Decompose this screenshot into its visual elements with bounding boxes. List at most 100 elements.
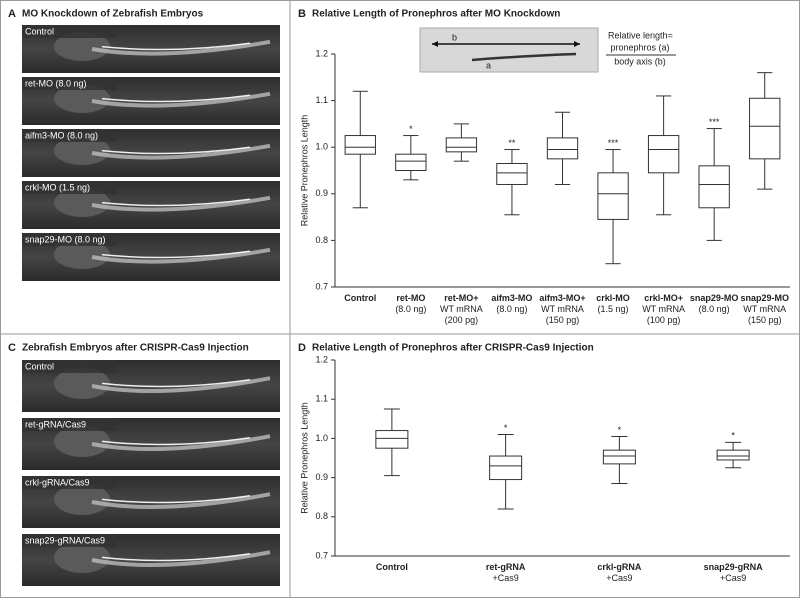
box bbox=[602, 449, 636, 465]
box bbox=[375, 430, 409, 449]
y-tick-label: 1.0 bbox=[315, 433, 328, 443]
embryo-head bbox=[54, 188, 110, 218]
embryo-body bbox=[91, 376, 271, 393]
label-bar bbox=[22, 418, 117, 431]
x-tick-line: ret-MO+ bbox=[444, 293, 478, 303]
embryo-body bbox=[91, 492, 271, 509]
box bbox=[647, 135, 680, 174]
pronephros bbox=[101, 94, 251, 103]
label-bar bbox=[22, 25, 117, 38]
embryo-head bbox=[54, 240, 110, 269]
box bbox=[698, 165, 730, 209]
embryo-head bbox=[54, 425, 110, 457]
label-bar bbox=[22, 233, 117, 246]
x-tick-label: snap29-MO (8.0 ng) bbox=[690, 293, 739, 314]
x-tick-label: crkl-MO (1.5 ng) bbox=[596, 293, 630, 314]
inset-label-b: b bbox=[452, 32, 457, 42]
significance: * bbox=[731, 431, 735, 441]
x-tick-line: +Cas9 bbox=[720, 573, 746, 583]
x-tick-line: (150 pg) bbox=[748, 315, 782, 325]
x-tick-line: snap29-MO bbox=[690, 293, 739, 303]
panel-letter: B bbox=[298, 8, 306, 20]
x-tick-line: (200 pg) bbox=[445, 315, 479, 325]
image-label: aifm3-MO (8.0 ng) bbox=[25, 130, 98, 140]
x-tick-line: +Cas9 bbox=[606, 573, 632, 583]
significance: * bbox=[504, 423, 508, 433]
significance: * bbox=[618, 425, 622, 435]
image-label: ret-gRNA/Cas9 bbox=[25, 419, 86, 429]
embryo-body bbox=[91, 247, 271, 264]
pronephros bbox=[101, 379, 251, 388]
x-tick-label: snap29-MO WT mRNA (150 pg) bbox=[740, 293, 789, 325]
y-tick-label: 0.7 bbox=[315, 550, 328, 560]
embryo-body bbox=[91, 434, 271, 451]
image-label: snap29-MO (8.0 ng) bbox=[25, 234, 106, 244]
formula-numerator: pronephros (a) bbox=[610, 42, 669, 52]
x-tick-label: aifm3-MO+ WT mRNA (150 pg) bbox=[539, 293, 585, 325]
embryo-body bbox=[91, 195, 271, 212]
box bbox=[749, 97, 781, 160]
x-tick-line: WT mRNA bbox=[743, 304, 786, 314]
x-tick-line: aifm3-MO bbox=[491, 293, 532, 303]
x-tick-line: WT mRNA bbox=[440, 304, 483, 314]
embryo-body bbox=[91, 143, 271, 160]
x-tick-label: aifm3-MO (8.0 ng) bbox=[491, 293, 532, 314]
y-tick-label: 0.9 bbox=[315, 472, 328, 482]
pronephros bbox=[101, 437, 251, 446]
y-tick-label: 0.9 bbox=[315, 188, 328, 198]
image-label: crkl-MO (1.5 ng) bbox=[25, 182, 90, 192]
embryo-body bbox=[91, 550, 271, 567]
significance: *** bbox=[608, 138, 619, 148]
y-tick-label: 1.1 bbox=[315, 394, 328, 404]
y-axis-label: Relative Pronephros Length bbox=[299, 402, 309, 514]
pronephros bbox=[101, 250, 251, 259]
box bbox=[395, 153, 427, 172]
x-tick-line: (150 pg) bbox=[546, 315, 580, 325]
x-tick-label: ret-gRNA +Cas9 bbox=[486, 562, 526, 583]
inset-image bbox=[419, 27, 599, 73]
label-bar bbox=[22, 77, 117, 90]
x-tick-label: ret-MO+ WT mRNA (200 pg) bbox=[440, 293, 483, 325]
box bbox=[546, 137, 579, 160]
embryo-head bbox=[54, 367, 110, 399]
x-tick-label: Control bbox=[376, 562, 408, 572]
box bbox=[597, 172, 629, 220]
embryo-head bbox=[54, 136, 110, 166]
box bbox=[489, 455, 523, 481]
x-tick-line: (8.0 ng) bbox=[699, 304, 730, 314]
pronephros bbox=[101, 198, 251, 207]
embryo-head bbox=[54, 541, 110, 574]
x-tick-line: (100 pg) bbox=[647, 315, 681, 325]
label-bar bbox=[22, 534, 117, 547]
x-tick-label: ret-MO (8.0 ng) bbox=[395, 293, 426, 314]
panel-title: Zebrafish Embryos after CRISPR-Cas9 Inje… bbox=[22, 343, 249, 354]
pronephros bbox=[101, 146, 251, 155]
x-tick-line: ret-gRNA bbox=[486, 562, 526, 572]
formula-denominator: body axis (b) bbox=[614, 56, 666, 66]
box bbox=[445, 137, 478, 153]
label-bar bbox=[22, 476, 117, 489]
image-label: ret-MO (8.0 ng) bbox=[25, 78, 87, 88]
x-tick-line: (8.0 ng) bbox=[496, 304, 527, 314]
y-tick-label: 1.2 bbox=[315, 354, 328, 364]
image-label: Control bbox=[25, 361, 54, 371]
panel-letter: A bbox=[8, 8, 16, 20]
significance: ** bbox=[508, 138, 516, 148]
x-tick-line: crkl-MO+ bbox=[644, 293, 683, 303]
x-tick-line: (8.0 ng) bbox=[395, 304, 426, 314]
x-tick-label: crkl-gRNA +Cas9 bbox=[597, 562, 642, 583]
y-tick-label: 0.8 bbox=[315, 511, 328, 521]
embryo-head bbox=[54, 84, 110, 113]
y-tick-label: 1.0 bbox=[315, 142, 328, 152]
embryo-body bbox=[91, 91, 271, 108]
x-tick-line: (1.5 ng) bbox=[598, 304, 629, 314]
panel-title: MO Knockdown of Zebrafish Embryos bbox=[22, 9, 204, 20]
x-tick-line: WT mRNA bbox=[541, 304, 584, 314]
image-label: Control bbox=[25, 26, 54, 36]
x-tick-label: snap29-gRNA +Cas9 bbox=[704, 562, 764, 583]
x-tick-label: crkl-MO+ WT mRNA (100 pg) bbox=[642, 293, 685, 325]
x-tick-line: ret-MO bbox=[396, 293, 425, 303]
pronephros bbox=[101, 553, 251, 562]
box bbox=[496, 163, 528, 185]
x-tick-line: Control bbox=[376, 562, 408, 572]
